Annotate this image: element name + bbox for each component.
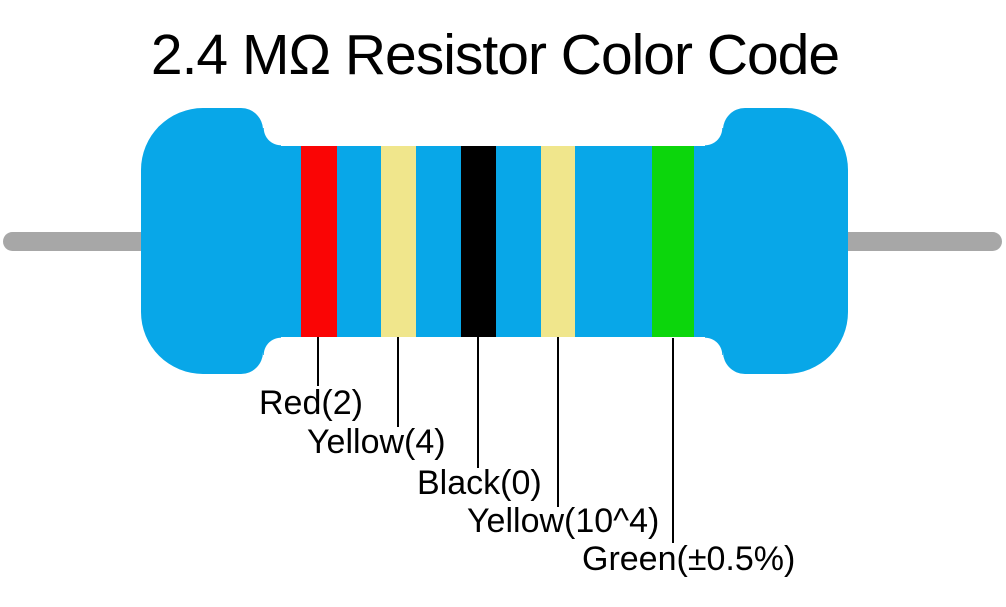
band-2-yellow-digit xyxy=(381,146,416,337)
callout-line-band-5 xyxy=(672,338,674,543)
callout-line-band-3 xyxy=(477,337,479,468)
band-1-label: Red(2) xyxy=(259,384,363,422)
right-lead-wire xyxy=(803,232,1002,251)
callout-line-band-2 xyxy=(397,337,399,427)
body-cap-fillet-top-left xyxy=(263,128,281,146)
resistor-right-end-cap xyxy=(723,108,848,374)
band-5-green-tolerance xyxy=(652,146,694,337)
callout-line-band-4 xyxy=(557,337,559,507)
resistor-left-end-cap xyxy=(141,108,263,374)
body-cap-fillet-bottom-left xyxy=(263,337,281,355)
band-1-red-digit xyxy=(301,146,337,337)
band-4-yellow-multiplier xyxy=(541,146,575,337)
band-5-label: Green(±0.5%) xyxy=(582,540,796,578)
band-3-label: Black(0) xyxy=(417,464,542,502)
body-cap-fillet-bottom-right xyxy=(705,337,723,355)
band-3-black-digit xyxy=(461,146,496,337)
body-cap-fillet-top-right xyxy=(705,128,723,146)
band-2-label: Yellow(4) xyxy=(307,423,446,461)
callout-line-band-1 xyxy=(317,337,319,386)
diagram-title: 2.4 MΩ Resistor Color Code xyxy=(150,23,840,87)
band-4-label: Yellow(10^4) xyxy=(467,502,660,540)
